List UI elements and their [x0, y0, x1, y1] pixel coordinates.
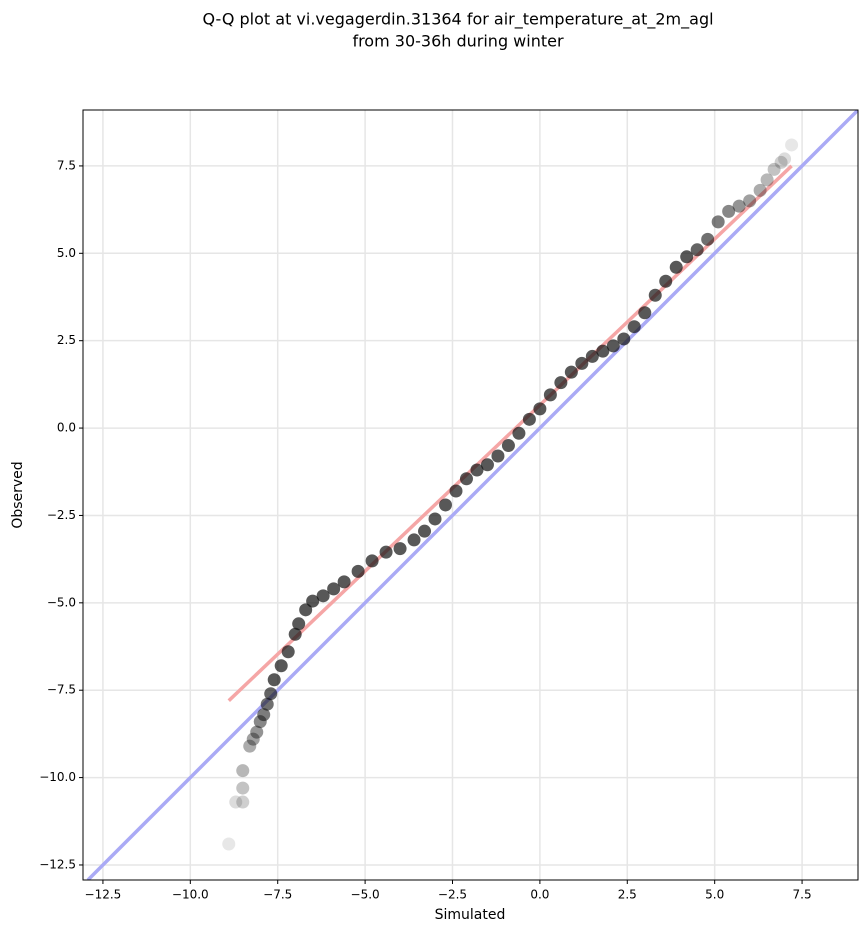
y-tick-label: 0.0: [57, 421, 76, 435]
y-tick-label: −12.5: [39, 857, 76, 871]
y-tick-label: −7.5: [47, 683, 76, 697]
point: [292, 617, 306, 631]
point: [393, 542, 407, 556]
plot-frame: [82, 109, 859, 881]
point: [439, 498, 453, 512]
y-axis-label: Observed: [10, 461, 26, 528]
point: [501, 439, 515, 453]
y-tick-label: −2.5: [47, 508, 76, 522]
point: [778, 152, 792, 166]
point: [680, 250, 694, 264]
point: [785, 138, 799, 152]
point: [470, 463, 484, 477]
x-axis-label: Simulated: [435, 907, 506, 923]
point: [627, 320, 641, 334]
point: [407, 533, 421, 547]
x-tick-label: 5.0: [705, 888, 724, 902]
y-tick-label: 7.5: [57, 158, 76, 172]
point: [701, 232, 715, 246]
point: [229, 795, 243, 809]
point: [288, 627, 302, 641]
point: [743, 194, 757, 208]
point: [281, 645, 295, 659]
point: [753, 183, 767, 197]
point: [222, 837, 236, 851]
point: [659, 274, 673, 288]
identity-line: [86, 110, 858, 880]
point: [379, 545, 393, 559]
x-tick-label: −12.5: [85, 888, 122, 902]
point: [512, 426, 526, 440]
point: [648, 288, 662, 302]
point: [236, 795, 250, 809]
point: [767, 162, 781, 176]
chart-title: Q-Q plot at vi.vegagerdin.31364 for air_…: [202, 10, 713, 30]
point: [316, 589, 330, 603]
point: [257, 708, 271, 722]
point: [260, 697, 274, 711]
point: [236, 781, 250, 795]
y-tick-label: 5.0: [57, 246, 76, 260]
point: [243, 739, 257, 753]
point: [250, 725, 264, 739]
y-tick-label: 2.5: [57, 333, 76, 347]
point: [774, 155, 788, 169]
fit-line: [227, 164, 793, 702]
y-tick-label: −10.0: [39, 770, 76, 784]
x-tick-label: −5.0: [351, 888, 380, 902]
point: [264, 687, 278, 701]
point: [617, 332, 631, 346]
point: [428, 512, 442, 526]
x-tick-label: −10.0: [172, 888, 209, 902]
point: [732, 199, 746, 213]
point: [575, 356, 589, 370]
point: [596, 344, 610, 358]
x-tick-label: −2.5: [438, 888, 467, 902]
y-tick-label: −5.0: [47, 595, 76, 609]
x-tick-label: 7.5: [793, 888, 812, 902]
point: [351, 564, 365, 578]
point: [533, 402, 547, 416]
point: [690, 243, 704, 257]
point: [274, 659, 288, 673]
point: [760, 173, 774, 187]
point: [299, 603, 313, 617]
point: [585, 349, 599, 363]
point: [638, 306, 652, 320]
point: [449, 484, 463, 498]
point: [491, 449, 505, 463]
point: [722, 204, 736, 218]
point: [606, 339, 620, 353]
point: [365, 554, 379, 568]
point: [522, 412, 536, 426]
point: [337, 575, 351, 589]
point: [459, 472, 473, 486]
point: [543, 388, 557, 402]
x-tick-label: 2.5: [618, 888, 637, 902]
point: [306, 594, 320, 608]
point: [327, 582, 341, 596]
point: [418, 524, 432, 538]
point: [480, 458, 494, 472]
point: [246, 732, 260, 746]
point: [236, 764, 250, 778]
point: [554, 376, 568, 390]
point: [267, 673, 281, 687]
point: [669, 260, 683, 274]
point: [564, 365, 578, 379]
x-tick-label: 0.0: [530, 888, 549, 902]
chart-title: from 30-36h during winter: [352, 32, 564, 51]
point: [711, 215, 725, 229]
x-tick-label: −7.5: [263, 888, 292, 902]
